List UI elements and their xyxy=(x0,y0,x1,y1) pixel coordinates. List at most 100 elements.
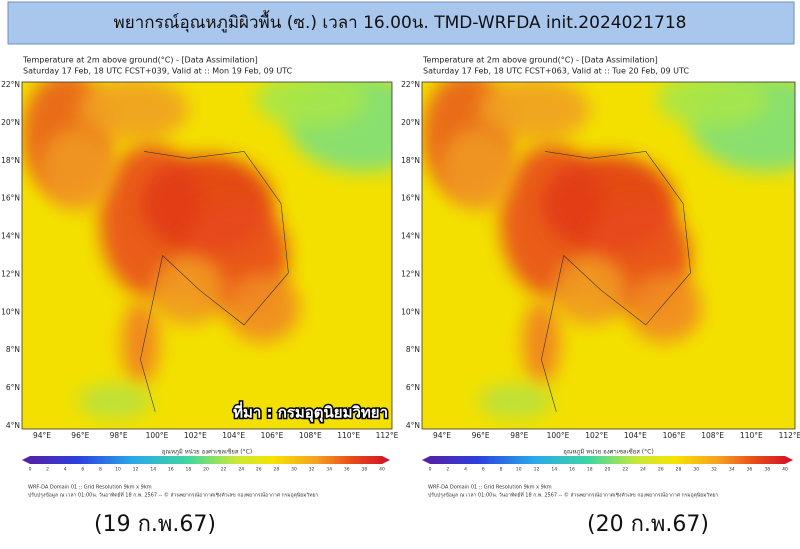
lon-label: 106°E xyxy=(663,431,686,440)
lat-label: 22°N xyxy=(401,80,420,89)
colorbar-tick-label: 26 xyxy=(658,467,664,473)
colorbar-tick-label: 24 xyxy=(640,467,646,473)
colorbar-tick-label: 10 xyxy=(516,467,522,473)
colorbar-tick-label: 22 xyxy=(622,467,628,473)
map-title: Temperature at 2m above ground(°C) - [Da… xyxy=(22,56,258,65)
colorbar-tick-label: 36 xyxy=(747,467,753,473)
colorbar-tick-label: 20 xyxy=(203,467,209,473)
source-note: ที่มา : กรมอุตุนิยมวิทยา xyxy=(233,402,388,423)
lon-label: 110°E xyxy=(740,431,763,440)
temperature-area xyxy=(627,272,702,343)
map-frame xyxy=(421,81,796,430)
colorbar-tick-label: 8 xyxy=(99,467,102,473)
lon-label: 96°E xyxy=(472,431,490,440)
colorbar-tick-label: 14 xyxy=(551,467,557,473)
map-area xyxy=(22,82,392,429)
colorbar-tick-label: 30 xyxy=(291,467,297,473)
lon-label: 94°E xyxy=(433,431,451,440)
colorbar-tick-label: 32 xyxy=(711,467,717,473)
lat-label: 12°N xyxy=(401,269,420,278)
lon-label: 100°E xyxy=(146,431,169,440)
colorbar-tick-label: 12 xyxy=(534,467,540,473)
lat-label: 20°N xyxy=(1,118,20,127)
colorbar-tick-label: 22 xyxy=(221,467,227,473)
colorbar-title: อุณหภูมิ หน่วย องศาเซลเซียส (°C) xyxy=(162,448,252,456)
lon-label: 112°E xyxy=(779,431,800,440)
temperature-area xyxy=(477,383,553,419)
temperature-area xyxy=(77,383,152,419)
footer-line: ปรับปรุงข้อมูล ณ เวลา 01:00น. วันอาทิตย์… xyxy=(28,492,319,499)
colorbar-tick-label: 36 xyxy=(344,467,350,473)
header-banner xyxy=(7,1,795,45)
lat-label: 18°N xyxy=(401,156,420,165)
lat-label: 14°N xyxy=(1,232,20,241)
footer-line: WRF-DA Domain 01 :: Grid Resolution 9km … xyxy=(28,485,152,491)
colorbar-tick-label: 18 xyxy=(587,467,593,473)
colorbar-tick-label: 0 xyxy=(429,467,432,473)
colorbar-tick-label: 16 xyxy=(569,467,575,473)
colorbar-tick-label: 6 xyxy=(81,467,84,473)
colorbar-tick-label: 0 xyxy=(29,467,32,473)
colorbar-tick-label: 26 xyxy=(256,467,262,473)
lat-label: 8°N xyxy=(406,345,420,354)
lon-label: 102°E xyxy=(585,431,608,440)
lon-label: 104°E xyxy=(222,431,245,440)
lon-label: 102°E xyxy=(184,431,207,440)
lat-label: 6°N xyxy=(6,383,20,392)
colorbar-tick-label: 18 xyxy=(186,467,192,473)
colorbar-tick-label: 40 xyxy=(782,467,788,473)
temperature-area xyxy=(477,82,590,141)
lat-label: 4°N xyxy=(6,421,20,430)
map-subtitle: Saturday 17 Feb, 18 UTC FCST+063, Valid … xyxy=(423,67,689,76)
colorbar-tick-label: 2 xyxy=(446,467,449,473)
colorbar-tick-label: 10 xyxy=(115,467,121,473)
temperature-area xyxy=(121,300,159,384)
lat-label: 10°N xyxy=(1,307,20,316)
lon-label: 108°E xyxy=(299,431,322,440)
lat-label: 12°N xyxy=(1,269,20,278)
temperature-area xyxy=(657,82,769,128)
map-subtitle: Saturday 17 Feb, 18 UTC FCST+039, Valid … xyxy=(23,67,293,76)
colorbar-tick-label: 32 xyxy=(309,467,315,473)
colorbar-tick-label: 34 xyxy=(729,467,735,473)
lon-label: 96°E xyxy=(71,431,89,440)
lat-label: 16°N xyxy=(401,194,420,203)
colorbar-tick-label: 24 xyxy=(238,467,244,473)
lat-label: 18°N xyxy=(1,156,20,165)
lat-label: 14°N xyxy=(401,232,420,241)
temperature-area xyxy=(522,300,561,384)
temperature-area xyxy=(552,255,628,325)
lon-label: 104°E xyxy=(624,431,647,440)
colorbar-tick-label: 4 xyxy=(64,467,67,473)
lat-label: 4°N xyxy=(406,421,420,430)
lat-label: 22°N xyxy=(1,80,20,89)
temperature-area xyxy=(225,272,300,343)
colorbar-tick-label: 2 xyxy=(46,467,49,473)
colorbar-title: อุณหภูมิ หน่วย องศาเซลเซียส (°C) xyxy=(563,448,653,456)
colorbar-tick-label: 38 xyxy=(362,467,368,473)
lon-label: 106°E xyxy=(261,431,284,440)
colorbar-tick-label: 14 xyxy=(150,467,156,473)
colorbar-tick-label: 40 xyxy=(379,467,385,473)
lat-label: 20°N xyxy=(401,118,420,127)
colorbar-tick-label: 16 xyxy=(168,467,174,473)
lon-label: 112°E xyxy=(376,431,399,440)
colorbar-tick-label: 28 xyxy=(274,467,280,473)
colorbar xyxy=(22,456,390,464)
country-borders xyxy=(541,151,691,412)
colorbar-tick-label: 12 xyxy=(133,467,139,473)
country-borders xyxy=(140,151,289,412)
date-caption: (19 ก.พ.67) xyxy=(94,512,216,537)
lat-label: 16°N xyxy=(1,194,20,203)
lon-label: 100°E xyxy=(547,431,570,440)
header-title: พยากรณ์อุณหภูมิผิวพื้น (ซ.) เวลา 16.00น.… xyxy=(114,10,687,33)
lat-label: 10°N xyxy=(401,307,420,316)
temperature-area xyxy=(40,127,115,211)
lon-label: 94°E xyxy=(33,431,51,440)
colorbar-tick-label: 8 xyxy=(500,467,503,473)
colorbar-tick-label: 20 xyxy=(605,467,611,473)
footer-line: ปรับปรุงข้อมูล ณ เวลา 01:00น. วันอาทิตย์… xyxy=(428,492,719,499)
colorbar-tick-label: 28 xyxy=(676,467,682,473)
